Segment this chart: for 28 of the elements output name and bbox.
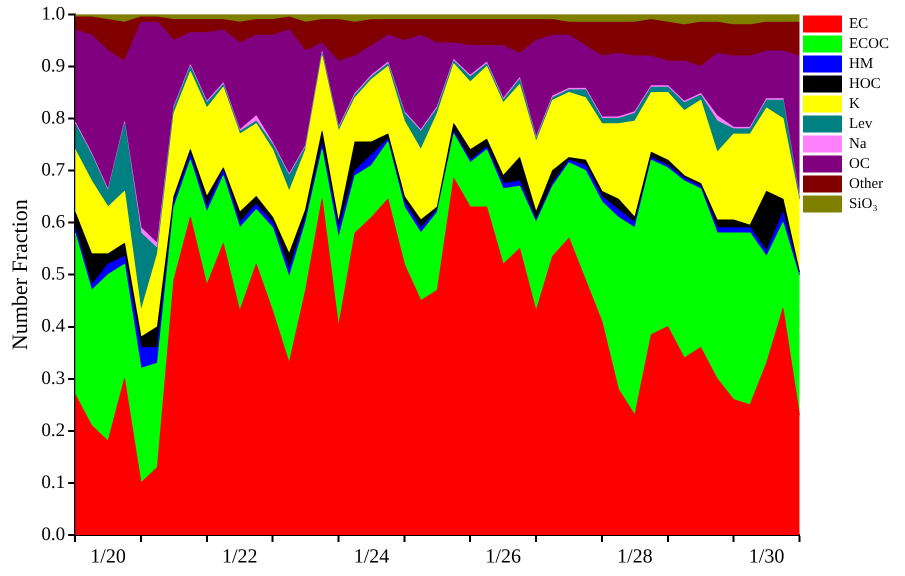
y-tick-label: 0.2 [41,420,66,441]
legend-label: ECOC [848,36,890,52]
y-tick-label: 1.0 [41,3,66,24]
y-tick-label: 0.0 [41,524,66,545]
x-tick-label: 1/22 [222,545,258,568]
x-tick-label: 1/28 [617,545,653,568]
legend-label: SiO₃ [848,196,878,212]
y-tick-label: 0.7 [41,160,66,181]
legend-label: Lev [848,116,873,132]
legend-label: OC [848,156,870,172]
y-tick-label: 0.8 [41,108,66,129]
legend-label: Na [848,136,867,152]
x-tick-label: 1/24 [354,545,390,568]
y-tick-label: 0.4 [41,316,66,337]
legend-label: HOC [848,76,881,92]
x-tick-label: 1/26 [485,545,521,568]
y-tick-label: 0.5 [41,264,66,285]
y-tick-label: 0.6 [41,212,66,233]
legend-label: Other [848,176,884,192]
legend-label: HM [848,56,874,72]
y-tick-label: 0.3 [41,368,66,389]
y-axis-title: Number Fraction [6,199,32,350]
legend-label: K [848,96,860,112]
y-tick-label: 0.1 [41,472,66,493]
x-tick-label: 1/20 [90,545,126,568]
x-tick-label: 1/30 [748,545,784,568]
y-tick-label: 0.9 [41,55,66,76]
legend-label: EC [848,16,868,32]
